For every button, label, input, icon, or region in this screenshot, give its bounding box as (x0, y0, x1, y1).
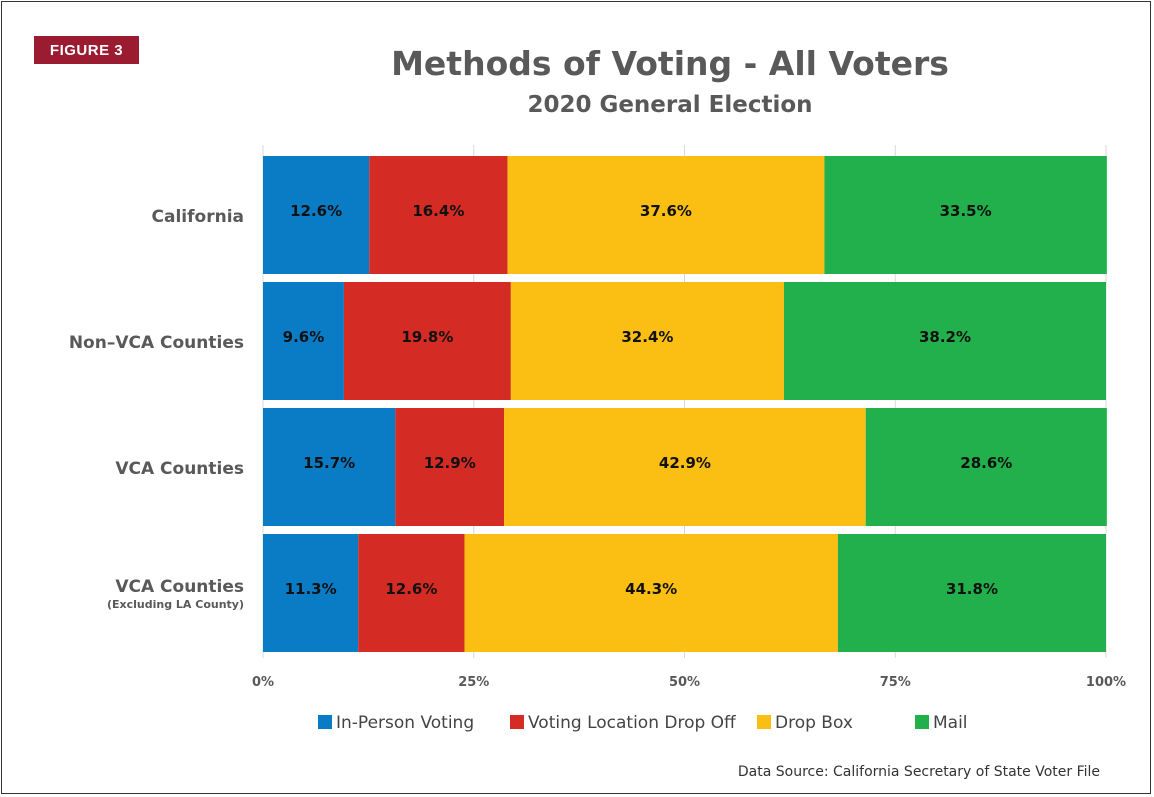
bar-segment (263, 156, 370, 274)
data-label: 32.4% (621, 328, 673, 346)
bar-segment (504, 408, 866, 526)
data-label: 38.2% (919, 328, 971, 346)
bar-segment (263, 534, 359, 652)
data-label: 19.8% (401, 328, 453, 346)
bar-segment (343, 282, 511, 400)
x-tick-label: 100% (1086, 675, 1126, 690)
data-label: 42.9% (659, 454, 711, 472)
data-source-note: Data Source: California Secretary of Sta… (737, 764, 1100, 780)
legend-swatch (318, 715, 332, 729)
category-label: California (152, 207, 244, 227)
bar-segment (507, 156, 825, 274)
data-label: 31.8% (946, 580, 998, 598)
legend-label: In-Person Voting (336, 713, 474, 733)
chart-subtitle: 2020 General Election (527, 92, 813, 118)
legend-label: Drop Box (775, 713, 853, 733)
bar-segment (865, 408, 1107, 526)
data-label: 33.5% (940, 202, 992, 220)
category-label: VCA Counties (115, 459, 244, 479)
category-label: VCA Counties (115, 577, 244, 597)
bar-segment (824, 156, 1107, 274)
category-sublabel: (Excluding LA County) (107, 598, 244, 611)
bar-segment (464, 534, 838, 652)
data-label: 11.3% (285, 580, 337, 598)
legend-swatch (757, 715, 771, 729)
data-label: 12.6% (385, 580, 437, 598)
data-label: 44.3% (625, 580, 677, 598)
bar-segment (263, 282, 344, 400)
x-tick-label: 75% (880, 675, 911, 690)
data-label: 37.6% (640, 202, 692, 220)
data-label: 9.6% (283, 328, 325, 346)
legend-swatch (510, 715, 524, 729)
x-tick-label: 25% (458, 675, 489, 690)
bar-segment (369, 156, 508, 274)
data-label: 15.7% (303, 454, 355, 472)
x-tick-label: 0% (252, 675, 274, 690)
data-label: 12.9% (424, 454, 476, 472)
data-label: 12.6% (290, 202, 342, 220)
figure-label: FIGURE 3 (34, 36, 139, 64)
bar-segment (358, 534, 465, 652)
legend-label: Voting Location Drop Off (528, 713, 737, 733)
bar-segment (783, 282, 1106, 400)
x-tick-label: 50% (669, 675, 700, 690)
bar-segment (395, 408, 505, 526)
bar-segment (263, 408, 396, 526)
category-label: Non–VCA Counties (69, 333, 244, 353)
data-label: 28.6% (960, 454, 1012, 472)
bar-segment (837, 534, 1106, 652)
data-label: 16.4% (412, 202, 464, 220)
legend-label: Mail (933, 713, 968, 733)
legend-swatch (915, 715, 929, 729)
chart-title: Methods of Voting - All Voters (391, 44, 949, 83)
bar-segment (510, 282, 784, 400)
